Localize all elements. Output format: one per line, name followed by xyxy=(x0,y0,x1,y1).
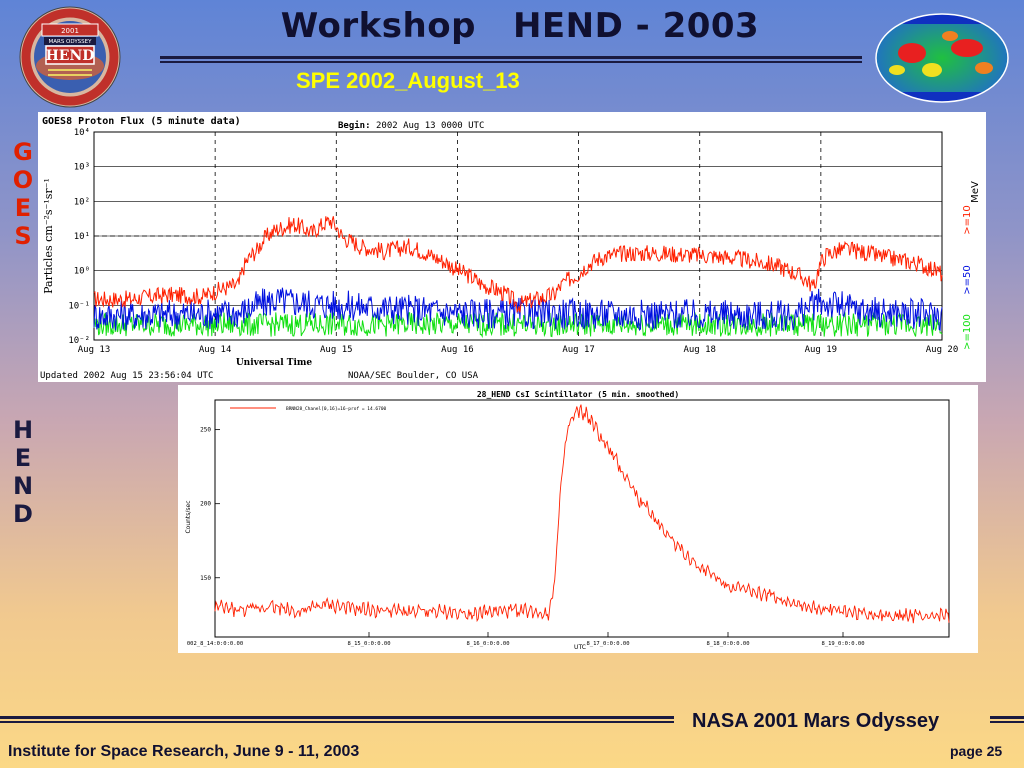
hend-x-axis-label: UTC xyxy=(574,644,586,651)
footer-rule-right xyxy=(990,716,1024,723)
hend-chart-title: 28_HEND CsI Scintillator (5 min. smoothe… xyxy=(477,389,679,399)
hend-csi-chart: 28_HEND CsI Scintillator (5 min. smoothe… xyxy=(178,385,978,653)
hend-y-tick-label: 250 xyxy=(200,427,211,434)
hend-x-tick-label: 8_19_0:0:0.00 xyxy=(821,641,864,647)
iki-hend-logo: 2001 MARS ODYSSEY HEND xyxy=(8,4,132,110)
hend-x-tick-label: 002_8_14:0:0:0.00 xyxy=(187,641,243,647)
goes-series-0 xyxy=(93,216,943,314)
goes-letter: E xyxy=(14,194,32,222)
goes-source-label: NOAA/SEC Boulder, CO USA xyxy=(348,371,479,381)
hend-y-tick-label: 200 xyxy=(200,501,211,508)
goes-letter: S xyxy=(14,222,32,250)
footer-institute: Institute for Space Research, June 9 - 1… xyxy=(8,743,360,760)
hend-series-line xyxy=(214,404,950,624)
goes-y-axis-label: Particles cm⁻²s⁻¹sr⁻¹ xyxy=(42,178,55,294)
goes-legend-entry: >=10 xyxy=(962,205,973,234)
hend-y-axis-label: Counts/sec xyxy=(185,500,192,533)
goes-y-tick-label: 10³ xyxy=(74,163,90,173)
goes-y-tick-label: 10² xyxy=(74,197,90,207)
goes-letter: G xyxy=(13,138,33,166)
hend-x-tick-label: 8_15_0:0:0.00 xyxy=(347,641,390,647)
logo-badge-hend: HEND xyxy=(46,48,95,64)
goes-vertical-label: G O E S xyxy=(10,138,36,250)
goes-x-tick-label: Aug 17 xyxy=(562,345,595,355)
slide-subtitle: SPE 2002_August_13 xyxy=(296,68,520,93)
hend-vertical-label: H E N D xyxy=(10,416,36,528)
goes-legend-entry: >=50 xyxy=(962,265,973,294)
goes-x-tick-label: Aug 15 xyxy=(320,345,353,355)
goes-chart-title: GOES8 Proton Flux (5 minute data) xyxy=(42,115,241,127)
goes-y-tick-label: 10⁴ xyxy=(74,128,90,138)
goes-proton-flux-chart: GOES8 Proton Flux (5 minute data) Begin:… xyxy=(38,112,986,382)
footer-rule-left xyxy=(0,716,674,723)
hend-x-tick-label: 8_16_0:0:0.00 xyxy=(466,641,509,647)
goes-series-1 xyxy=(93,287,943,332)
goes-y-tick-label: 10⁻² xyxy=(68,336,90,346)
hend-x-tick-label: 8_17_0:0:0.00 xyxy=(586,641,629,647)
goes-x-tick-label: Aug 14 xyxy=(199,345,232,355)
goes-unit-label: MeV xyxy=(970,181,981,203)
goes-begin-label: Begin: xyxy=(338,120,371,131)
goes-letter: O xyxy=(12,166,34,194)
hend-plot-frame xyxy=(214,399,950,638)
goes-y-tick-label: 10⁰ xyxy=(74,267,90,277)
mars-map-logo xyxy=(872,8,1012,108)
goes-x-tick-label: Aug 19 xyxy=(805,345,838,355)
page-number: page 25 xyxy=(950,743,1003,759)
logo-badge-year: 2001 xyxy=(61,27,79,35)
goes-begin-value: 2002 Aug 13 0000 UTC xyxy=(376,121,484,131)
goes-x-tick-label: Aug 13 xyxy=(78,345,111,355)
hend-letter: D xyxy=(13,500,33,528)
goes-updated-label: Updated 2002 Aug 15 23:56:04 UTC xyxy=(40,371,213,381)
hend-letter: E xyxy=(14,444,32,472)
goes-x-tick-label: Aug 18 xyxy=(683,345,716,355)
footer-mission: NASA 2001 Mars Odyssey xyxy=(692,710,940,732)
hend-x-tick-label: 8_18_0:0:0.00 xyxy=(706,641,749,647)
slide-title: Workshop HEND - 2003 xyxy=(280,6,760,46)
goes-y-tick-label: 10¹ xyxy=(74,232,90,242)
goes-y-tick-label: 10⁻¹ xyxy=(68,301,90,311)
goes-legend-entry: >=100 xyxy=(962,314,973,350)
goes-series-2 xyxy=(93,311,943,339)
title-underline xyxy=(160,56,862,63)
goes-x-tick-label: Aug 20 xyxy=(926,345,959,355)
logo-badge-mission: MARS ODYSSEY xyxy=(48,39,92,45)
goes-x-axis-label: Universal Time xyxy=(236,358,313,368)
hend-letter: H xyxy=(12,416,34,444)
hend-letter: N xyxy=(12,472,34,500)
hend-y-tick-label: 150 xyxy=(200,575,211,582)
goes-x-tick-label: Aug 16 xyxy=(441,345,474,355)
hend-legend-label: BRNN28_Chanel[0,16]=16-prof = 14.6700 xyxy=(286,406,387,412)
